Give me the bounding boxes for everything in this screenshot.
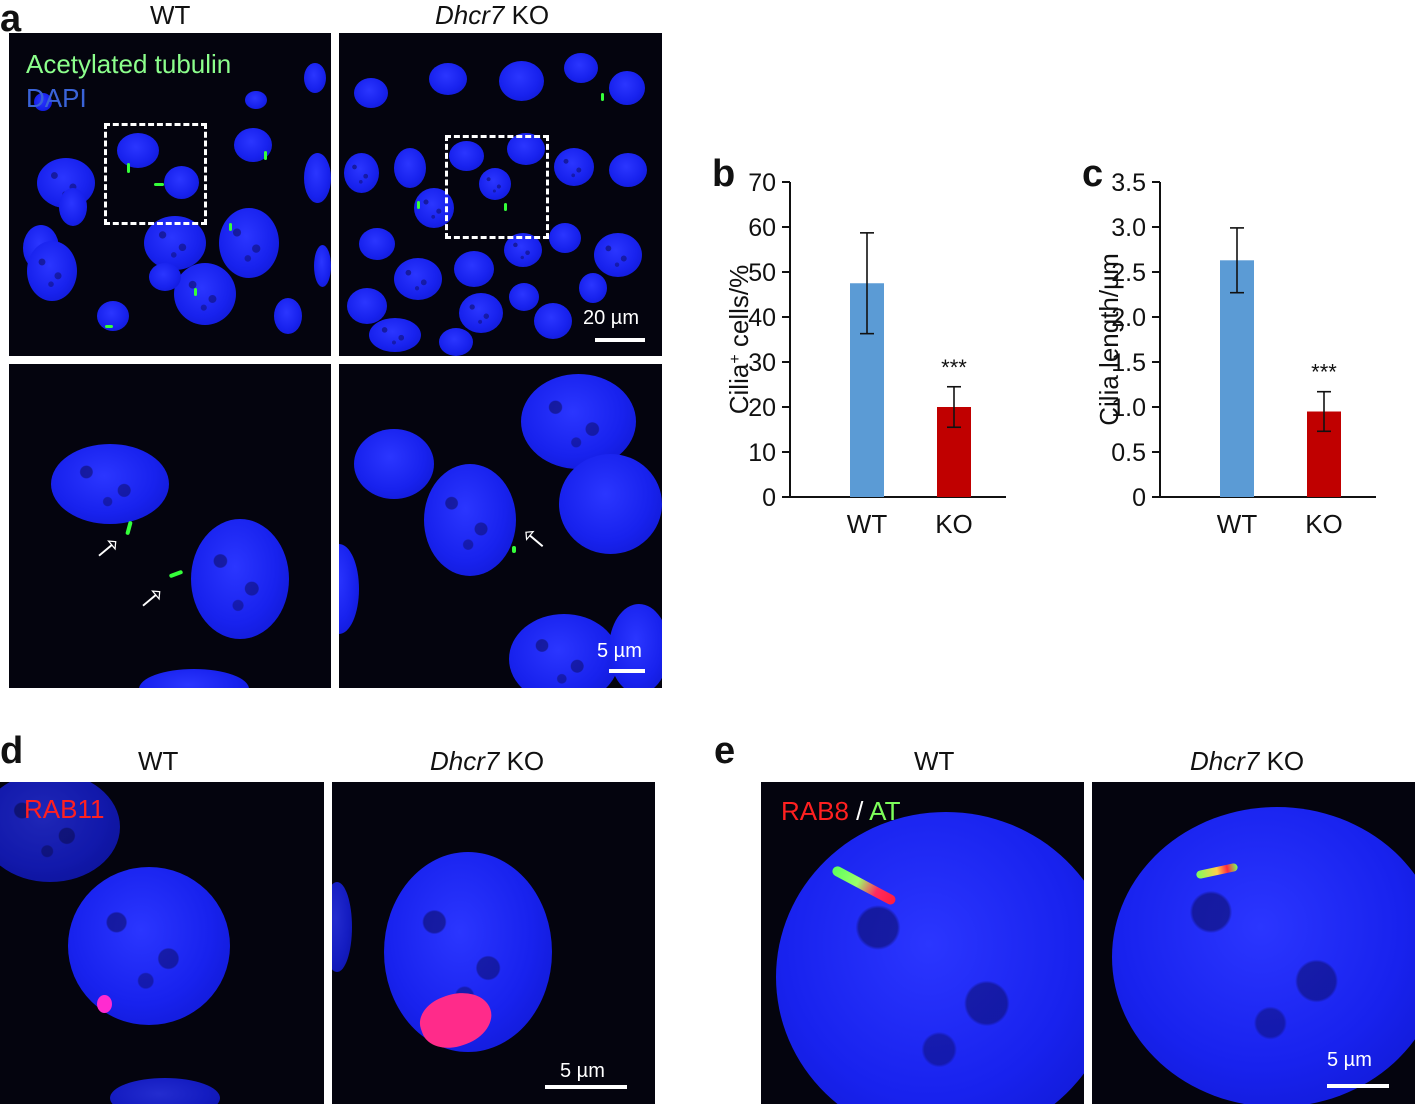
- zoom-region-box: [104, 123, 207, 225]
- scale-bar-5um: [545, 1085, 627, 1089]
- scale-label-5um: 5 µm: [597, 640, 642, 662]
- panel-letter: c: [1082, 153, 1103, 195]
- panel-a-wt-zoom-image: ⇾ ⇾: [9, 364, 331, 688]
- ko-suffix: KO: [504, 0, 550, 30]
- y-tick-label: 1.0: [1111, 394, 1146, 422]
- x-tick-label: KO: [1305, 509, 1343, 539]
- cilium-arrow-icon: ⇾: [514, 518, 555, 561]
- cilium-arrow-icon: ⇾: [131, 577, 172, 620]
- label-sep: /: [848, 796, 870, 826]
- y-tick-label: 2.0: [1111, 304, 1146, 332]
- significance-annotation: ***: [941, 355, 967, 380]
- panel-a-title-wt: WT: [150, 0, 191, 30]
- chart-b: b 0 10 20 30 40 50 60 70 Cilia+ cells/% WT KO ***: [712, 153, 1006, 539]
- scale-bar-20um: [595, 338, 645, 342]
- y-tick-label: 20: [748, 394, 776, 422]
- y-tick-label: 60: [748, 214, 776, 242]
- panel-a-title-ko: Dhcr7 KO: [435, 2, 549, 28]
- panel-a-wt-overview-image: Acetylated tubulin DAPI: [9, 33, 331, 356]
- ko-suffix: KO: [499, 746, 545, 776]
- panel-letter: b: [712, 153, 735, 195]
- label-rab8: RAB8: [781, 796, 849, 826]
- y-tick-label: 30: [748, 349, 776, 377]
- scale-label-5um: 5 µm: [1327, 1049, 1372, 1071]
- x-tick-label: WT: [1217, 509, 1258, 539]
- panel-a-ko-overview-image: 20 µm: [339, 33, 662, 356]
- panel-d-title-ko: Dhcr7 KO: [430, 748, 544, 774]
- scale-label-5um: 5 µm: [560, 1060, 605, 1082]
- y-tick-label: 40: [748, 304, 776, 332]
- legend-acetylated-tubulin: Acetylated tubulin: [26, 49, 232, 79]
- cilium-arrow-icon: ⇾: [87, 527, 128, 570]
- panel-e-title-wt: WT: [914, 746, 955, 776]
- y-tick-label: 50: [748, 259, 776, 287]
- y-tick-label: 3.0: [1111, 214, 1146, 242]
- gene-name: Dhcr7: [430, 746, 500, 776]
- scale-bar-5um: [1327, 1084, 1389, 1088]
- y-axis-label: Cilia length/µm: [1094, 253, 1124, 426]
- label-rab8-at: RAB8 / AT: [781, 796, 900, 827]
- y-tick-label: 2.5: [1111, 259, 1146, 287]
- panel-d-wt-image: RAB11: [0, 782, 324, 1104]
- panel-d-ko-image: 5 µm: [332, 782, 655, 1104]
- y-tick-label: 70: [748, 169, 776, 197]
- gene-name: Dhcr7: [435, 0, 505, 30]
- panel-d-title-wt: WT: [138, 746, 179, 776]
- charts-svg: b 0 10 20 30 40 50 60 70 Cilia+ cells/% WT KO *** c 0…: [712, 153, 1376, 539]
- zoom-region-box: [445, 135, 549, 239]
- scale-bar-5um: [609, 669, 645, 673]
- y-tick-label: 3.5: [1111, 169, 1146, 197]
- label-rab11: RAB11: [24, 794, 105, 824]
- label-at: AT: [869, 796, 901, 826]
- x-tick-label: WT: [847, 509, 888, 539]
- y-tick-label: 0.5: [1111, 439, 1146, 467]
- panel-e-letter: e: [714, 730, 736, 772]
- scale-label-20um: 20 µm: [583, 307, 639, 329]
- y-tick-label: 10: [748, 439, 776, 467]
- y-tick-label: 1.5: [1111, 349, 1146, 377]
- y-tick-label: 0: [762, 484, 776, 512]
- panel-e-ko-image: 5 µm: [1092, 782, 1415, 1104]
- x-tick-label: KO: [935, 509, 973, 539]
- rab11-signal: [97, 995, 112, 1013]
- bar-wt: [1220, 260, 1254, 497]
- chart-c: c 0 0.5 1.0 1.5 2.0 2.5 3.0 3.5 Cilia length/µm WT…: [1082, 153, 1376, 539]
- gene-name: Dhcr7: [1190, 746, 1260, 776]
- panel-a-ko-zoom-image: ⇾ 5 µm: [339, 364, 662, 688]
- y-axis-label: Cilia+ cells/%: [724, 265, 754, 415]
- significance-annotation: ***: [1311, 360, 1337, 385]
- panel-e-wt-image: RAB8 / AT: [761, 782, 1084, 1104]
- panel-e-title-ko: Dhcr7 KO: [1190, 748, 1304, 774]
- y-tick-label: 0: [1132, 484, 1146, 512]
- legend-dapi: DAPI: [26, 83, 87, 113]
- panel-a-letter: a: [0, 0, 22, 40]
- panel-d-letter: d: [0, 730, 24, 772]
- ko-suffix: KO: [1259, 746, 1305, 776]
